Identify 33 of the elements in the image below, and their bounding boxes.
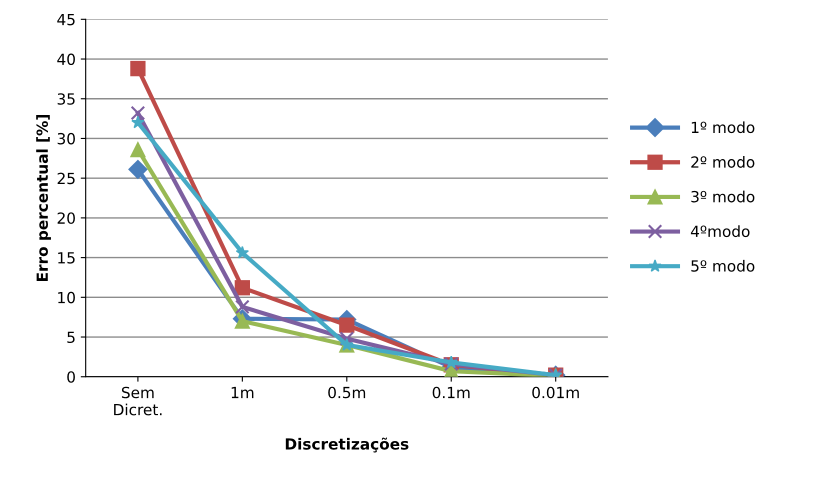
y-tick-label: 35 xyxy=(58,93,75,105)
point xyxy=(339,317,354,333)
legend-label: 5º modo xyxy=(691,260,754,272)
legend-label: 4ºmodo xyxy=(690,225,750,238)
point xyxy=(130,60,146,76)
x-tick-label: 0.1m xyxy=(432,386,470,398)
y-tick-label: 45 xyxy=(57,14,75,26)
x-tick-label: Sem Dicret. xyxy=(114,386,162,416)
y-tick-label: 5 xyxy=(67,332,75,344)
legend-label: 3º modo xyxy=(691,190,754,202)
x-tick-label: 1m xyxy=(232,386,254,398)
point xyxy=(236,246,249,259)
y-tick-label: 40 xyxy=(57,54,75,66)
point xyxy=(130,106,146,120)
x-axis-title: Discretizações xyxy=(286,438,408,452)
legend-label: 1º modo xyxy=(692,121,754,134)
point xyxy=(131,116,145,128)
y-tick-label: 20 xyxy=(58,212,75,224)
legend-label: 2º modo xyxy=(691,156,754,168)
y-tick-label: 15 xyxy=(58,252,75,264)
y-tick-label: 25 xyxy=(58,172,75,184)
x-tick-label: 0.01m xyxy=(532,386,579,398)
y-tick-label: 0 xyxy=(67,371,75,383)
point xyxy=(235,300,250,314)
y-axis-title: Erro percentual [%] xyxy=(36,114,51,282)
point xyxy=(128,160,148,179)
y-tick-label: 10 xyxy=(58,292,75,304)
point xyxy=(234,314,250,329)
x-tick-label: 0.5m xyxy=(328,386,366,398)
y-tick-label: 30 xyxy=(58,132,75,144)
point xyxy=(130,142,146,158)
point xyxy=(234,280,250,296)
point xyxy=(340,331,354,346)
